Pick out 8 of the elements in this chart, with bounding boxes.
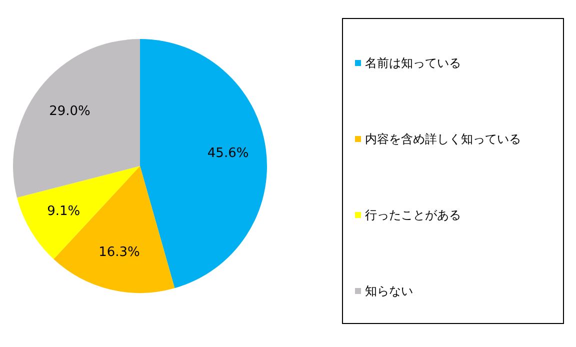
legend-label: 内容を含め詳しく知っている xyxy=(365,130,521,148)
data-label: 9.1% xyxy=(47,204,80,219)
data-label: 16.3% xyxy=(98,244,140,260)
data-label: 45.6% xyxy=(207,146,249,162)
legend-label: 知らない xyxy=(365,282,413,300)
legend-label: 名前は知っている xyxy=(365,54,461,72)
legend-label: 行ったことがある xyxy=(365,206,461,224)
data-label: 29.0% xyxy=(49,104,90,119)
